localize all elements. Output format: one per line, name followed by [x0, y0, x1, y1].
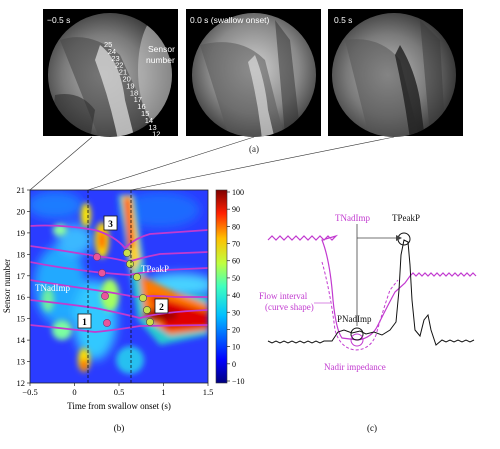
y-tick-label: 14: [17, 335, 26, 345]
sensor-number-label-line1: Sensor: [148, 44, 175, 54]
nadir-circle: [350, 333, 364, 347]
sensor-number: 17: [134, 95, 142, 104]
flow-interval-curve: [321, 261, 399, 351]
colorbar-tick-label: 0: [232, 360, 236, 369]
colorbar-tick-label: 40: [232, 291, 240, 300]
sensor-number: 25: [104, 40, 112, 49]
connector-line-3: [130, 136, 395, 191]
pnadimp-label: PNadImp: [337, 314, 372, 324]
colorbar-tick-label: 50: [232, 274, 240, 283]
y-tick-label: 18: [17, 249, 26, 259]
pnadimp-circle: [350, 327, 364, 341]
sensor-number: 13: [148, 123, 156, 132]
x-tick-label: 1: [161, 387, 165, 397]
y-tick-label: 15: [17, 314, 26, 324]
svg-text:3: 3: [108, 220, 113, 230]
colorbar-tick-label: 70: [232, 240, 240, 249]
connector-line-2: [87, 136, 255, 191]
colorbar-tick-label: 10: [232, 343, 240, 352]
colorbar-tick-label: 60: [232, 257, 240, 266]
sensor-number: 24: [108, 47, 116, 56]
sensor-number: 16: [137, 102, 145, 111]
tnadimp-annotation: TNadImp: [35, 283, 70, 293]
sensor-number: 18: [130, 88, 138, 97]
x-tick-label: 0: [72, 387, 76, 397]
tpeakp-annotation: TPeakP: [141, 264, 169, 274]
y-tick-label: 17: [17, 271, 26, 281]
y-tick-label: 13: [17, 357, 26, 367]
colorbar-tick-label: −10: [232, 377, 245, 386]
connector-line-1: [29, 136, 93, 191]
sensor-number: 15: [141, 109, 149, 118]
colorbar-tick-label: 30: [232, 308, 240, 317]
y-axis-label: Sensor number: [2, 259, 12, 313]
y-axis-ticks: 12 13 14 15 16 17 18 19 20 21: [17, 185, 30, 388]
sensor-number: 21: [119, 68, 127, 77]
tnadimp-arrowhead: [396, 235, 402, 241]
colorbar-tick-label: 80: [232, 222, 240, 231]
frame-1-time: −0.5 s: [47, 15, 70, 25]
box-1: 1: [77, 313, 92, 329]
sensor-number-label-line2: number: [146, 55, 175, 65]
y-tick-label: 19: [17, 228, 26, 238]
frame-2-time: 0.0 s (swallow onset): [190, 15, 270, 25]
y-tick-label: 16: [17, 292, 26, 302]
panel-b: 3 2 1 TPeakP TNadImp 12 13 14 15 16 17 18 19 20 2…: [2, 185, 245, 433]
y-tick-label: 12: [17, 378, 26, 388]
colorbar: [215, 189, 228, 384]
x-axis-ticks: −0.5 0 0.5 1 1.5: [22, 383, 213, 397]
tpeakp-label: TPeakP: [392, 213, 420, 223]
xray-anatomy-3: [345, 20, 445, 137]
tnadimp-markers: [93, 253, 111, 327]
y-tick-label: 20: [17, 206, 26, 216]
tnadimp-label: TNadImp: [335, 213, 370, 223]
tpeakp-markers: [123, 249, 154, 326]
colorbar-tick-label: 90: [232, 205, 240, 214]
colorbar-tick-label: 100: [232, 188, 244, 197]
panel-a: −0.5 s Sensor number 2524232221201918171…: [29, 9, 463, 191]
sensor-number: 20: [123, 75, 131, 84]
sensor-number: 23: [111, 54, 119, 63]
impedance-curve: [267, 234, 477, 341]
x-axis-label: Time from swallow onset (s): [67, 401, 171, 411]
nadir-impedance-label: Nadir impedance: [324, 362, 386, 372]
sensor-number: 19: [126, 81, 134, 90]
pressure-curve: [267, 239, 475, 346]
sensor-number: 22: [115, 61, 123, 70]
box-3: 3: [103, 215, 118, 231]
sensor-number: 14: [145, 116, 153, 125]
panel-a-caption: (a): [249, 144, 259, 154]
flow-interval-label-line2: (curve shape): [265, 302, 314, 312]
x-tick-label: 1.5: [203, 387, 214, 397]
svg-text:2: 2: [159, 303, 164, 313]
xray-anatomy-2: [200, 20, 300, 137]
panel-c-caption: (c): [367, 423, 377, 433]
panel-c: TNadImp TPeakP PNadImp Flow interval (cu…: [259, 213, 477, 433]
frame-3-time: 0.5 s: [334, 15, 352, 25]
panel-b-caption: (b): [114, 423, 125, 433]
x-tick-label: −0.5: [22, 387, 37, 397]
box-2: 2: [154, 298, 169, 314]
x-tick-label: 0.5: [114, 387, 125, 397]
flow-interval-label-line1: Flow interval: [259, 291, 308, 301]
svg-text:1: 1: [82, 318, 87, 328]
colorbar-tick-label: 20: [232, 325, 240, 334]
y-tick-label: 21: [17, 185, 26, 195]
sensor-number: 12: [152, 130, 160, 139]
